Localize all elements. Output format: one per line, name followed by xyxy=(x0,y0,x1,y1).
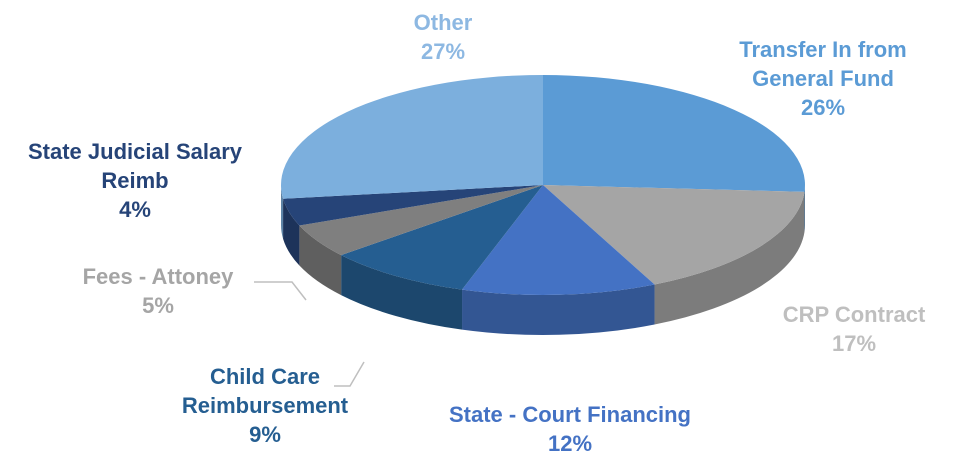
pie-slice xyxy=(299,185,543,256)
slice-value-label: 9% xyxy=(249,422,281,447)
slice-category-label: State - Court Financing xyxy=(449,402,691,427)
pie-sides xyxy=(281,185,805,335)
pie-slice-side xyxy=(341,255,463,330)
leader-line xyxy=(254,281,307,301)
slice-category-label: Fees - Attoney xyxy=(82,264,234,289)
slice-label: CRP Contract 17% xyxy=(754,300,954,358)
slice-category-label: Transfer In from General Fund xyxy=(739,37,907,91)
pie-slice xyxy=(543,185,805,285)
pie-slice xyxy=(462,185,655,295)
pie-slice xyxy=(281,75,543,199)
slice-value-label: 17% xyxy=(831,331,877,356)
slice-category-label: Other xyxy=(413,10,473,35)
slice-label: Transfer In from General Fund 26% xyxy=(703,35,943,122)
slice-category-label: CRP Contract xyxy=(782,302,926,327)
pie-slice-side xyxy=(299,225,342,296)
slice-label: State - Court Financing 12% xyxy=(390,400,750,458)
pie-slice-side xyxy=(654,191,805,325)
pie-slice-side xyxy=(804,185,805,232)
slice-label: Child Care Reimbursement 9% xyxy=(160,362,370,449)
slice-value-label: 5% xyxy=(142,293,174,318)
slice-category-label: State Judicial Salary Reimb xyxy=(28,139,242,193)
slice-label: State Judicial Salary Reimb 4% xyxy=(0,137,270,224)
slice-label: Fees - Attoney 5% xyxy=(43,262,273,320)
pie-slice xyxy=(543,75,805,192)
pie-slice xyxy=(283,185,543,226)
slice-value-label: 27% xyxy=(420,39,466,64)
slice-category-label: Child Care Reimbursement xyxy=(181,364,349,418)
slice-value-label: 26% xyxy=(800,95,846,120)
leader-line xyxy=(334,361,365,387)
pie-slice-side xyxy=(462,284,655,335)
slice-label: Other 27% xyxy=(383,8,503,66)
slice-value-label: 12% xyxy=(547,431,593,456)
pie-slice-side xyxy=(283,198,300,266)
pie-slice-side xyxy=(281,185,284,239)
slice-value-label: 4% xyxy=(119,197,151,222)
pie-tops xyxy=(281,75,805,295)
pie-slice xyxy=(341,185,543,290)
